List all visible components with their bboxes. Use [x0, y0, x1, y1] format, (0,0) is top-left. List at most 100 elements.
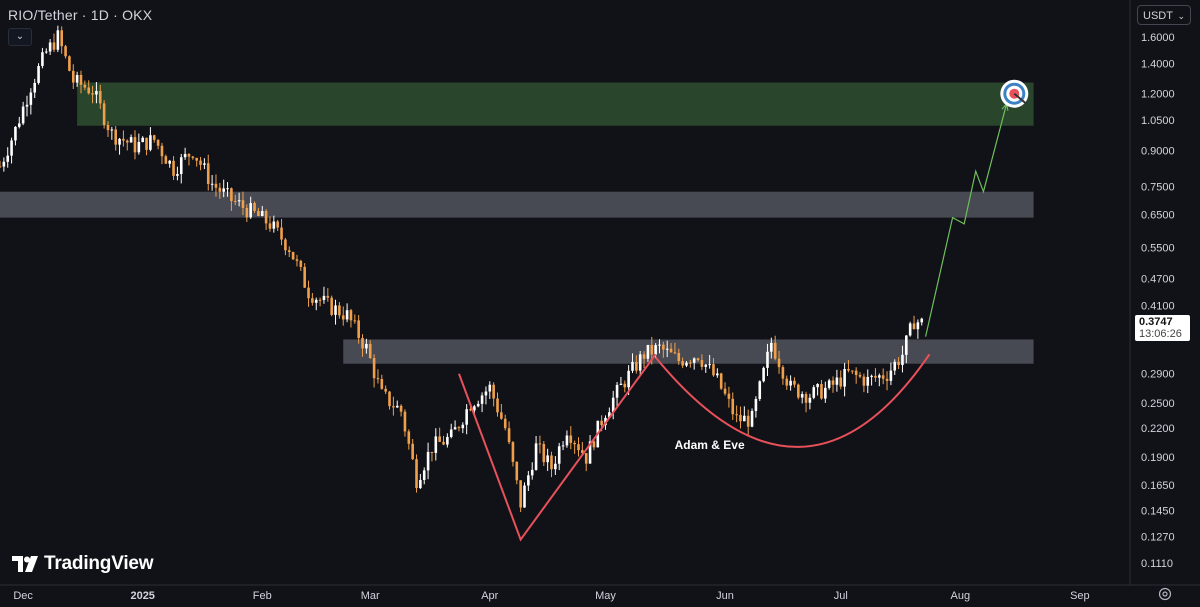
candle-body	[496, 398, 499, 413]
candle-body	[110, 129, 114, 131]
candle-body	[137, 142, 141, 153]
candle-body	[797, 384, 800, 398]
candle-body	[762, 367, 765, 382]
candle-body	[581, 450, 584, 454]
candle-body	[338, 305, 341, 316]
candle-body	[372, 358, 376, 379]
candle-body	[461, 424, 465, 429]
price-tick-label: 0.7500	[1141, 181, 1175, 193]
candle-body	[669, 348, 673, 353]
candle-body	[14, 126, 17, 141]
last-price-label: 0.3747 13:06:26	[1135, 315, 1190, 341]
candle-body	[176, 174, 179, 176]
candle-body	[685, 362, 688, 366]
candle-body	[484, 391, 488, 396]
candle-body	[908, 323, 912, 336]
candle-body	[847, 369, 850, 371]
currency-selector[interactable]: USDT ⌄	[1137, 5, 1191, 25]
candle-body	[295, 259, 299, 261]
candle-body	[268, 223, 272, 229]
price-tick-label: 0.2500	[1141, 398, 1175, 410]
candle-body	[677, 353, 681, 362]
candle-body	[642, 354, 646, 359]
candle-body	[83, 84, 87, 88]
legend-collapse-button[interactable]: ⌄	[8, 28, 32, 46]
candle-body	[758, 381, 762, 399]
candle-body	[854, 370, 858, 376]
candle-body	[716, 373, 719, 376]
candle-body	[654, 345, 657, 355]
candle-body	[727, 393, 731, 399]
time-tick-label: Sep	[1070, 590, 1090, 602]
candle-body	[191, 156, 195, 158]
candle-body	[573, 442, 576, 445]
price-tick-label: 0.1650	[1141, 480, 1175, 492]
candle-body	[141, 137, 144, 143]
candle-body	[492, 384, 495, 399]
candle-body	[245, 207, 249, 218]
time-tick-label: Aug	[951, 590, 971, 602]
price-tick-label: 1.0500	[1141, 115, 1175, 127]
candle-body	[719, 373, 723, 389]
price-tick-label: 1.4000	[1141, 58, 1175, 70]
time-tick-label: 2025	[130, 590, 154, 602]
candle-body	[689, 362, 692, 364]
candle-body	[71, 70, 75, 83]
candle-body	[233, 201, 237, 203]
candle-body	[519, 480, 522, 508]
candle-body	[750, 410, 754, 427]
tradingview-icon	[12, 556, 38, 572]
candle-body	[835, 377, 839, 385]
tradingview-logo[interactable]: TradingView	[12, 553, 154, 575]
candle-body	[901, 354, 904, 366]
candle-body	[272, 221, 276, 229]
candle-body	[52, 42, 56, 50]
candle-body	[129, 137, 133, 143]
candle-body	[635, 361, 638, 371]
target-icon	[1000, 79, 1029, 108]
price-tick-label: 1.6000	[1141, 32, 1175, 44]
candle-body	[885, 378, 889, 381]
candles	[0, 25, 924, 513]
currency-label: USDT	[1143, 10, 1173, 22]
candle-body	[577, 444, 580, 451]
price-axis[interactable]: 1.6000 1.4000 1.2000 1.0500 0.9000 0.7500 0.65…	[1141, 32, 1175, 570]
candle-body	[611, 397, 615, 413]
candle-body	[102, 103, 106, 125]
candle-body	[500, 412, 503, 419]
candle-body	[183, 153, 187, 158]
candle-body	[160, 145, 164, 157]
settings-gear-icon[interactable]	[1158, 587, 1172, 601]
candle-body	[341, 315, 345, 320]
candle-body	[276, 221, 279, 228]
candle-body	[681, 361, 684, 366]
candle-body	[125, 140, 129, 143]
candle-body	[550, 455, 553, 470]
candle-body	[357, 320, 360, 338]
candle-body	[37, 65, 40, 83]
candle-body	[218, 187, 222, 192]
candle-body	[866, 376, 870, 386]
time-axis[interactable]: Dec 2025 Feb Mar Apr May Jun Jul Aug Sep	[13, 590, 1089, 602]
candle-body	[118, 138, 121, 145]
candle-body	[388, 391, 391, 407]
bar-countdown: 13:06:26	[1139, 328, 1182, 340]
candle-body	[145, 137, 148, 150]
price-tick-label: 0.1900	[1141, 452, 1175, 464]
candle-body	[708, 364, 711, 366]
candle-body	[623, 383, 627, 388]
candle-body	[222, 188, 225, 192]
time-tick-label: Jun	[716, 590, 734, 602]
price-tick-label: 0.9000	[1141, 145, 1175, 157]
candle-body	[588, 441, 592, 464]
candle-body	[638, 354, 642, 371]
candle-body	[33, 82, 37, 93]
candle-body	[64, 46, 67, 57]
candle-body	[839, 377, 843, 387]
candle-body	[422, 470, 426, 480]
candle-body	[862, 376, 866, 386]
pattern-label: Adam & Eve	[675, 438, 745, 452]
symbol-title[interactable]: RIO/Tether · 1D · OKX	[8, 7, 153, 23]
candle-body	[311, 298, 314, 303]
